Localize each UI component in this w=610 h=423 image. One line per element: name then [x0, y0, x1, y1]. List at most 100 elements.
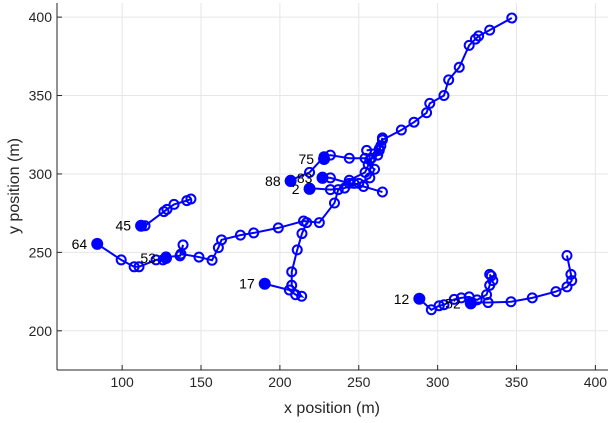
track-point	[484, 268, 496, 280]
labeled-point-marker	[135, 219, 148, 232]
track-point	[286, 279, 298, 291]
track-point	[421, 107, 433, 119]
track	[304, 159, 381, 196]
point-label: 75	[298, 151, 314, 167]
track-point	[566, 275, 578, 287]
labeled-point-marker	[284, 175, 297, 188]
track-point	[133, 261, 145, 273]
track-point	[561, 250, 573, 262]
y-tick-label: 250	[29, 244, 53, 260]
track-point	[364, 172, 376, 184]
x-axis-label: x position (m)	[284, 400, 380, 417]
track-point	[272, 222, 284, 234]
y-axis-label: y position (m)	[6, 138, 23, 234]
point-label: 52	[445, 295, 461, 311]
track-point	[324, 184, 336, 196]
axes: 100 150 200 250 300 350 400 200 250 300 350 400	[29, 3, 608, 390]
track-point	[506, 12, 518, 24]
x-tick-label: 400	[584, 374, 608, 390]
x-tick-label: 150	[189, 374, 213, 390]
track-point	[469, 33, 481, 45]
track-point	[550, 286, 562, 298]
track-point	[565, 268, 577, 280]
track-point	[161, 203, 173, 215]
track-point	[482, 297, 494, 309]
point-label: 2	[292, 181, 300, 197]
y-tick-label: 200	[29, 323, 53, 339]
point-label: 83	[297, 170, 313, 186]
track-point	[343, 152, 355, 164]
track-point	[290, 289, 302, 301]
track-point	[185, 193, 197, 205]
y-tick-label: 350	[29, 88, 53, 104]
tracks	[91, 12, 578, 316]
track-point	[487, 275, 499, 287]
labeled-point-marker	[91, 237, 104, 250]
track-point	[463, 39, 475, 51]
x-tick-label: 100	[110, 374, 134, 390]
track-point	[364, 154, 376, 166]
x-tick-label: 200	[268, 374, 292, 390]
track-point	[433, 300, 445, 312]
track-point	[304, 166, 316, 178]
labeled-point-marker	[318, 153, 331, 166]
track-point	[484, 24, 496, 36]
labeled-point-marker	[316, 171, 329, 184]
track-point	[206, 254, 218, 266]
labeled-point-marker	[464, 297, 477, 310]
track-point	[234, 229, 246, 241]
track-point	[395, 124, 407, 136]
x-tick-label: 250	[347, 374, 371, 390]
labeled-point-marker	[303, 182, 316, 195]
track-point	[313, 217, 325, 229]
track-point	[175, 248, 187, 260]
x-tick-label: 350	[505, 374, 529, 390]
track-point	[193, 251, 205, 263]
point-label: 53	[140, 250, 156, 266]
track-line	[322, 176, 383, 193]
point-label: 64	[72, 236, 88, 252]
track-point	[296, 228, 308, 240]
point-labels: 64 53 45 17 88 2 75 83 12 52	[72, 151, 477, 311]
track-point	[448, 293, 460, 305]
track-point	[473, 30, 485, 42]
y-tick-label: 300	[29, 166, 53, 182]
track-point	[526, 292, 538, 304]
x-tick-label: 300	[426, 374, 450, 390]
track-point	[301, 217, 313, 229]
y-tick-label: 400	[29, 9, 53, 25]
track-point	[328, 197, 340, 209]
track-point	[248, 227, 260, 239]
point-label: 45	[115, 218, 131, 234]
track-point	[408, 116, 420, 128]
track-point	[362, 159, 374, 171]
track-point	[115, 254, 127, 266]
point-label: 88	[265, 173, 281, 189]
track-point	[339, 182, 351, 194]
track-point	[443, 74, 455, 86]
labeled-point-marker	[413, 292, 426, 305]
track-point	[438, 90, 450, 102]
track-point	[424, 97, 436, 109]
labeled-point-marker	[160, 252, 173, 265]
track-point	[361, 144, 373, 156]
track-point	[438, 299, 450, 311]
track-point	[353, 177, 365, 189]
track-point	[505, 296, 517, 308]
point-label: 17	[239, 276, 255, 292]
track-point	[485, 270, 497, 282]
track-point	[373, 143, 385, 155]
track	[465, 250, 578, 309]
track-point	[455, 292, 467, 304]
track-point	[376, 132, 388, 144]
track	[413, 268, 499, 316]
track-point	[168, 198, 180, 210]
track-point	[453, 61, 465, 73]
track-point	[296, 290, 308, 302]
labeled-point-marker	[258, 277, 271, 290]
track-point	[291, 244, 303, 256]
track-point	[216, 234, 228, 246]
track-point	[128, 261, 140, 273]
track-point	[376, 186, 388, 198]
